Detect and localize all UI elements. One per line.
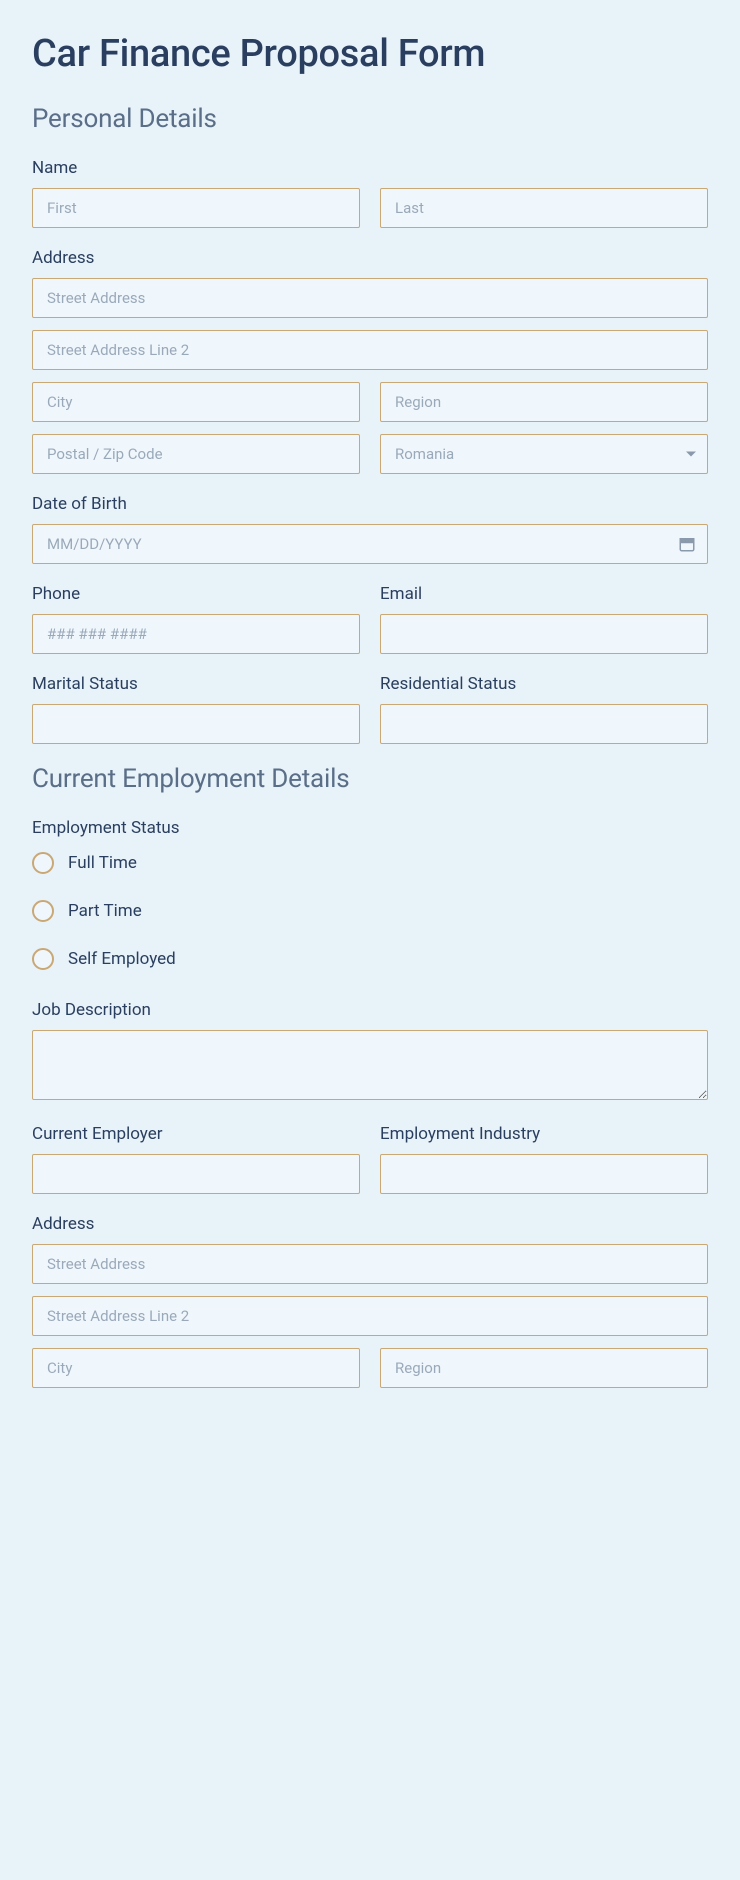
residential-status-label: Residential Status — [380, 674, 708, 694]
name-label: Name — [32, 158, 708, 178]
job-description-input[interactable] — [32, 1030, 708, 1100]
postal-input[interactable] — [32, 434, 360, 474]
radio-self-employed[interactable]: Self Employed — [32, 948, 708, 970]
country-select[interactable]: Romania — [380, 434, 708, 474]
employment-status-label: Employment Status — [32, 818, 708, 838]
street2-input[interactable] — [32, 330, 708, 370]
current-employer-label: Current Employer — [32, 1124, 360, 1144]
radio-part-time[interactable]: Part Time — [32, 900, 708, 922]
job-description-label: Job Description — [32, 1000, 708, 1020]
radio-full-time[interactable]: Full Time — [32, 852, 708, 874]
dob-input[interactable] — [32, 524, 708, 564]
address-label: Address — [32, 248, 708, 268]
radio-icon — [32, 852, 54, 874]
marital-status-label: Marital Status — [32, 674, 360, 694]
residential-status-input[interactable] — [380, 704, 708, 744]
last-name-input[interactable] — [380, 188, 708, 228]
section-employment-heading: Current Employment Details — [32, 764, 708, 794]
employer-region-input[interactable] — [380, 1348, 708, 1388]
radio-label: Part Time — [68, 901, 142, 921]
section-personal-heading: Personal Details — [32, 104, 708, 134]
radio-label: Full Time — [68, 853, 137, 873]
employer-city-input[interactable] — [32, 1348, 360, 1388]
region-input[interactable] — [380, 382, 708, 422]
radio-icon — [32, 948, 54, 970]
employer-address-label: Address — [32, 1214, 708, 1234]
dob-label: Date of Birth — [32, 494, 708, 514]
radio-label: Self Employed — [68, 949, 176, 969]
page-title: Car Finance Proposal Form — [32, 32, 708, 76]
employer-street-input[interactable] — [32, 1244, 708, 1284]
employer-street2-input[interactable] — [32, 1296, 708, 1336]
email-input[interactable] — [380, 614, 708, 654]
marital-status-input[interactable] — [32, 704, 360, 744]
employment-industry-input[interactable] — [380, 1154, 708, 1194]
radio-icon — [32, 900, 54, 922]
employment-industry-label: Employment Industry — [380, 1124, 708, 1144]
city-input[interactable] — [32, 382, 360, 422]
street-input[interactable] — [32, 278, 708, 318]
phone-input[interactable] — [32, 614, 360, 654]
first-name-input[interactable] — [32, 188, 360, 228]
phone-label: Phone — [32, 584, 360, 604]
email-label: Email — [380, 584, 708, 604]
current-employer-input[interactable] — [32, 1154, 360, 1194]
